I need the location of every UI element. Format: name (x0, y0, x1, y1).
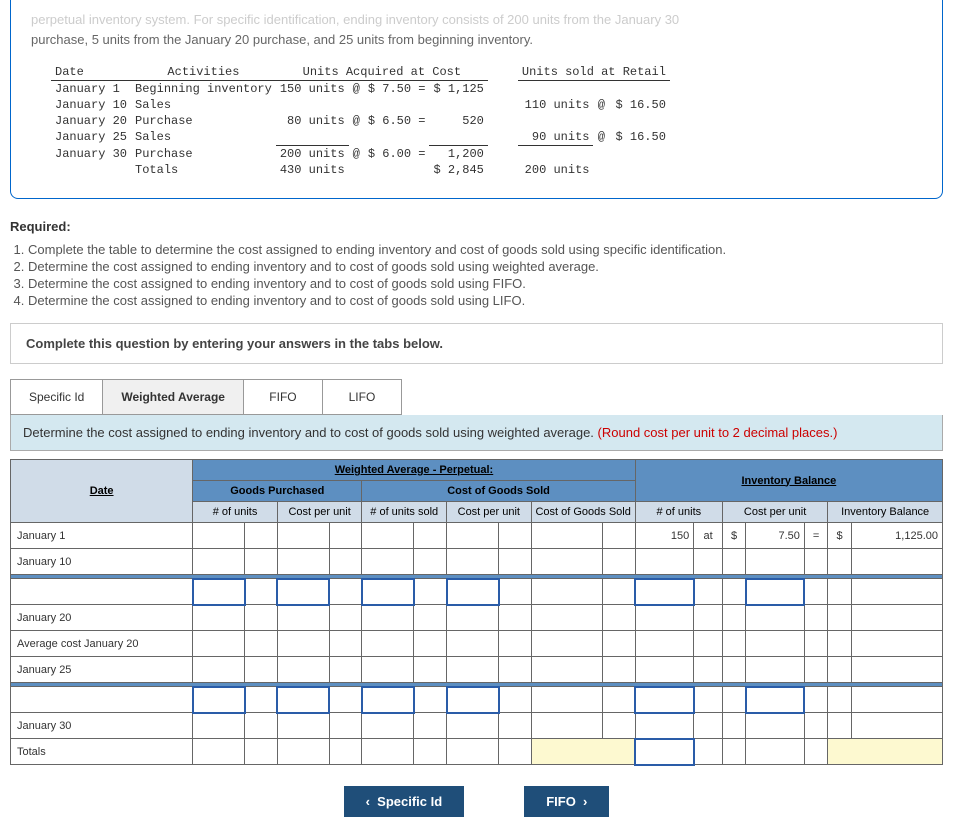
req-item: Determine the cost assigned to ending in… (28, 259, 943, 274)
table-row (11, 579, 943, 605)
row-label: January 25 (11, 657, 193, 683)
prev-label: Specific Id (377, 794, 442, 809)
input-cell[interactable] (635, 687, 694, 713)
section-cogs: Cost of Goods Sold (362, 481, 635, 502)
col-date: Date (11, 460, 193, 523)
required-list: Complete the table to determine the cost… (10, 242, 943, 308)
req-item: Complete the table to determine the cost… (28, 242, 943, 257)
ib-units-val[interactable]: 150 (635, 523, 694, 549)
col-gp-units: # of units (193, 502, 278, 523)
row-label: January 30 (11, 713, 193, 739)
input-cell[interactable] (746, 687, 805, 713)
required-section: Required: Complete the table to determin… (10, 219, 943, 817)
tab-lifo[interactable]: LIFO (322, 379, 402, 415)
worksheet-table: Date Weighted Average - Perpetual: Inven… (10, 459, 943, 766)
ib-cost-val[interactable]: 7.50 (746, 523, 805, 549)
totals-cogs (531, 739, 635, 765)
input-cell[interactable] (362, 687, 414, 713)
req-item: Determine the cost assigned to ending in… (28, 293, 943, 308)
table-row: January 1150at$7.50=$1,125.00 (11, 523, 943, 549)
table-row: January 30 (11, 713, 943, 739)
input-cell[interactable] (362, 579, 414, 605)
row-label: Average cost January 20 (11, 631, 193, 657)
row-label: January 1 (11, 523, 193, 549)
data-row: January 1 Beginning inventory 150 units … (51, 81, 670, 98)
question-box: perpetual inventory system. For specific… (10, 0, 943, 199)
req-item: Determine the cost assigned to ending in… (28, 276, 943, 291)
hdr-sold: Units sold at Retail (518, 64, 670, 81)
worksheet-title: Weighted Average - Perpetual: (193, 460, 635, 481)
table-row: Totals (11, 739, 943, 765)
input-cell[interactable] (277, 579, 329, 605)
input-cell[interactable] (447, 687, 499, 713)
ib-total-val[interactable]: 1,125.00 (851, 523, 942, 549)
row-label (11, 687, 193, 713)
intro-faded-line: perpetual inventory system. For specific… (31, 10, 922, 30)
input-cell[interactable] (193, 687, 245, 713)
table-row: January 25 (11, 657, 943, 683)
data-row: January 20 Purchase 80 units @ $ 6.50 = … (51, 113, 670, 129)
tab-instruction-red: (Round cost per unit to 2 decimal places… (598, 425, 838, 440)
table-row: January 20 (11, 605, 943, 631)
table-row: January 10 (11, 549, 943, 575)
hdr-acq: Units Acquired at Cost (276, 64, 488, 81)
row-label: January 10 (11, 549, 193, 575)
section-inventory-balance: Inventory Balance (635, 460, 942, 502)
totals-ib (828, 739, 943, 765)
tab-weighted-average[interactable]: Weighted Average (102, 379, 244, 415)
prev-button[interactable]: ‹ Specific Id (344, 786, 465, 817)
table-row (11, 687, 943, 713)
input-cell[interactable] (447, 579, 499, 605)
col-ib-cost: Cost per unit (722, 502, 827, 523)
intro-line2: purchase, 5 units from the January 20 pu… (31, 30, 922, 50)
col-cogs-units: # of units sold (362, 502, 447, 523)
data-row: January 10 Sales 110 units @ $ 16.50 (51, 97, 670, 113)
intro-text: perpetual inventory system. For specific… (31, 10, 922, 49)
given-data-table: Date Activities Units Acquired at Cost U… (51, 64, 922, 178)
totals-row: Totals 430 units $ 2,845 200 units (51, 162, 670, 178)
tab-fifo[interactable]: FIFO (243, 379, 323, 415)
tab-specific-id[interactable]: Specific Id (10, 379, 103, 415)
input-cell[interactable] (746, 579, 805, 605)
hdr-date: Date (51, 64, 131, 81)
required-heading: Required: (10, 219, 943, 234)
col-cogs-cost: Cost per unit (447, 502, 532, 523)
col-ib-units: # of units (635, 502, 722, 523)
input-cell[interactable] (635, 579, 694, 605)
input-cell[interactable] (277, 687, 329, 713)
input-cell[interactable] (635, 739, 694, 765)
chevron-right-icon: › (583, 794, 587, 809)
data-row: January 30 Purchase 200 units @ $ 6.00 =… (51, 146, 670, 163)
data-row: January 25 Sales 90 units @ $ 16.50 (51, 129, 670, 146)
chevron-left-icon: ‹ (366, 794, 370, 809)
tab-instruction: Determine the cost assigned to ending in… (10, 415, 943, 451)
table-row: Average cost January 20 (11, 631, 943, 657)
col-gp-cost: Cost per unit (277, 502, 362, 523)
row-label: January 20 (11, 605, 193, 631)
input-cell[interactable] (193, 579, 245, 605)
next-button[interactable]: FIFO › (524, 786, 609, 817)
col-cogs-total: Cost of Goods Sold (531, 502, 635, 523)
row-label: Totals (11, 739, 193, 765)
tab-instruction-main: Determine the cost assigned to ending in… (23, 425, 598, 440)
col-ib-total: Inventory Balance (828, 502, 943, 523)
row-label (11, 579, 193, 605)
next-label: FIFO (546, 794, 576, 809)
instruction-box: Complete this question by entering your … (10, 323, 943, 364)
section-goods-purchased: Goods Purchased (193, 481, 362, 502)
nav-buttons: ‹ Specific Id FIFO › (10, 786, 943, 817)
hdr-activities: Activities (131, 64, 276, 81)
tabs: Specific Id Weighted Average FIFO LIFO (10, 379, 943, 415)
